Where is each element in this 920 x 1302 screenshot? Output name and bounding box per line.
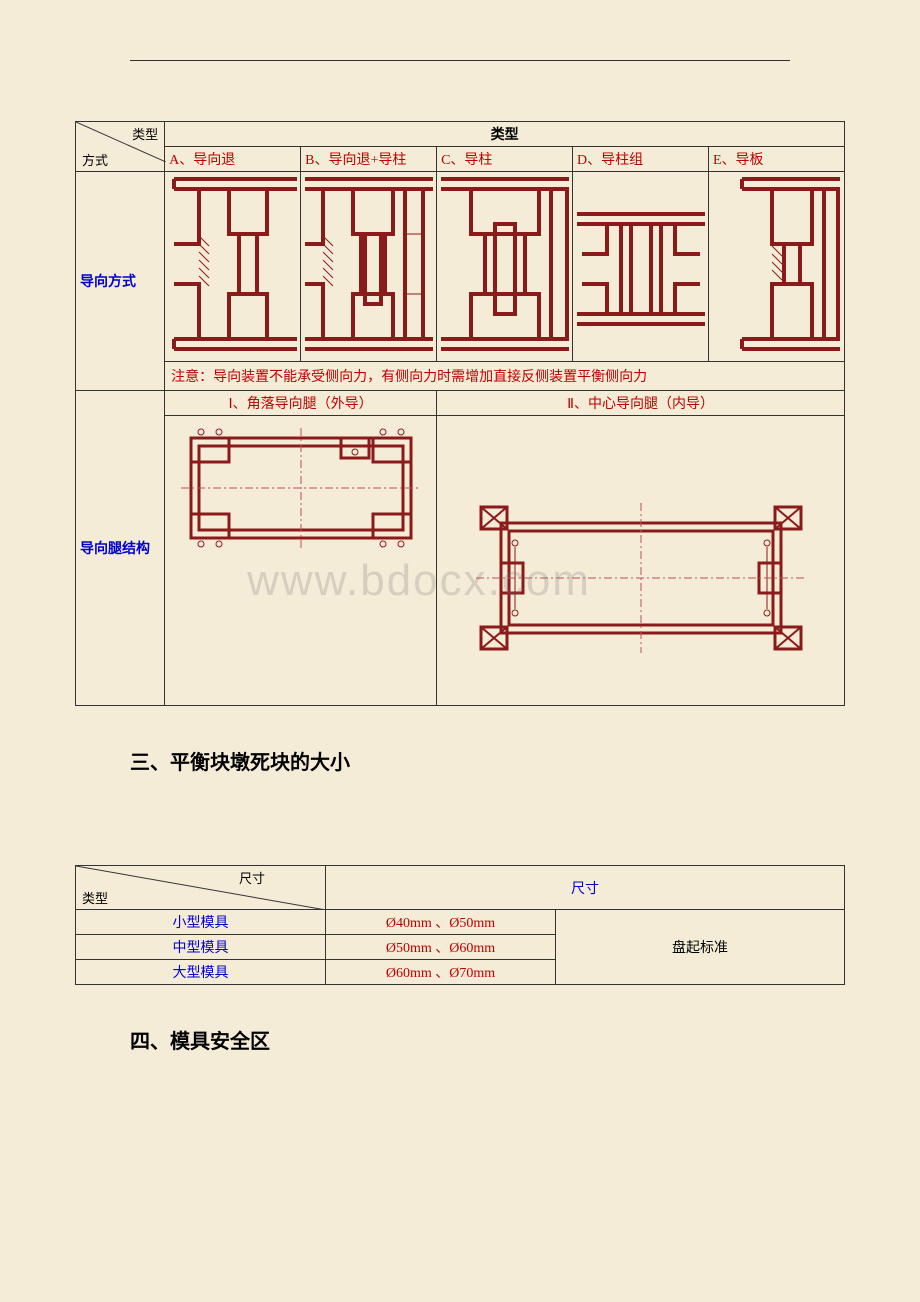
diagram-a bbox=[165, 172, 301, 362]
sub-right: Ⅱ、中心导向腿（内导） bbox=[437, 391, 845, 416]
col-a: A、导向退 bbox=[165, 147, 301, 172]
size-header: 尺寸 bbox=[326, 866, 845, 910]
top-rule bbox=[130, 60, 790, 61]
col-c: C、导柱 bbox=[437, 147, 573, 172]
diag-top-2: 尺寸 bbox=[239, 868, 265, 887]
size-1: Ø50mm 、Ø60mm bbox=[326, 935, 556, 960]
diag-bot-1: 方式 bbox=[82, 150, 108, 169]
col-e: E、导板 bbox=[708, 147, 844, 172]
heading-3: 三、平衡块墩死块的大小 bbox=[130, 746, 870, 775]
diagram-outer-guide bbox=[165, 416, 437, 706]
diag-header-2: 尺寸 类型 bbox=[76, 866, 326, 910]
diag-top-1: 类型 bbox=[132, 124, 158, 143]
type-2: 大型模具 bbox=[76, 960, 326, 985]
note-text: 注意：导向装置不能承受侧向力，有侧向力时需增加直接反侧装置平衡侧向力 bbox=[165, 362, 845, 391]
type-1: 中型模具 bbox=[76, 935, 326, 960]
heading-4: 四、模具安全区 bbox=[130, 1025, 870, 1054]
row-leg-label: 导向腿结构 bbox=[76, 391, 165, 706]
diagram-c bbox=[437, 172, 573, 362]
row-method-label: 导向方式 bbox=[76, 172, 165, 391]
header-group: 类型 bbox=[165, 122, 845, 147]
size-table: 尺寸 类型 尺寸 小型模具 Ø40mm 、Ø50mm 盘起标准 中型模具 Ø50… bbox=[75, 865, 845, 985]
guide-type-table: 类型 方式 类型 A、导向退 B、导向退+导柱 C、导柱 D、导柱组 E、导板 … bbox=[75, 121, 845, 706]
type-0: 小型模具 bbox=[76, 910, 326, 935]
diagram-d bbox=[573, 172, 709, 362]
diag-header-1: 类型 方式 bbox=[76, 122, 165, 172]
size-2: Ø60mm 、Ø70mm bbox=[326, 960, 556, 985]
col-d: D、导柱组 bbox=[573, 147, 709, 172]
diagram-b bbox=[301, 172, 437, 362]
diagram-inner-guide: www.bdocx.com bbox=[437, 416, 845, 706]
size-0: Ø40mm 、Ø50mm bbox=[326, 910, 556, 935]
sub-left: Ⅰ、角落导向腿（外导） bbox=[165, 391, 437, 416]
std-cell: 盘起标准 bbox=[556, 910, 845, 985]
col-b: B、导向退+导柱 bbox=[301, 147, 437, 172]
diag-bot-2: 类型 bbox=[82, 888, 108, 907]
diagram-e bbox=[708, 172, 844, 362]
